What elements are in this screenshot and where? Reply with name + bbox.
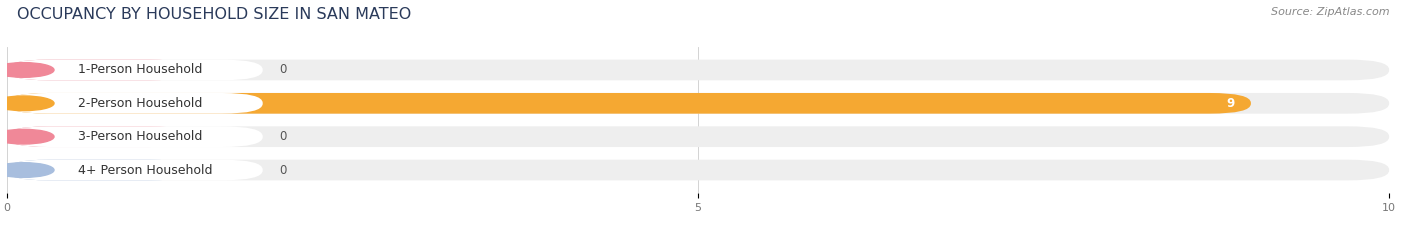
FancyBboxPatch shape [7,160,263,180]
FancyBboxPatch shape [7,160,191,180]
Text: 0: 0 [280,164,287,177]
FancyBboxPatch shape [7,60,191,80]
Text: OCCUPANCY BY HOUSEHOLD SIZE IN SAN MATEO: OCCUPANCY BY HOUSEHOLD SIZE IN SAN MATEO [17,7,411,22]
Text: 2-Person Household: 2-Person Household [77,97,202,110]
FancyBboxPatch shape [7,93,1251,114]
FancyBboxPatch shape [7,126,191,147]
FancyBboxPatch shape [7,160,1389,180]
FancyBboxPatch shape [7,126,263,147]
FancyBboxPatch shape [7,93,1389,114]
Circle shape [0,96,53,111]
Text: 0: 0 [280,63,287,76]
FancyBboxPatch shape [7,60,263,80]
Text: 9: 9 [1226,97,1234,110]
Text: 3-Person Household: 3-Person Household [77,130,202,143]
Circle shape [0,129,53,144]
Text: 4+ Person Household: 4+ Person Household [77,164,212,177]
FancyBboxPatch shape [7,126,1389,147]
Circle shape [0,63,53,77]
Text: Source: ZipAtlas.com: Source: ZipAtlas.com [1271,7,1389,17]
Text: 1-Person Household: 1-Person Household [77,63,202,76]
FancyBboxPatch shape [7,93,263,114]
FancyBboxPatch shape [7,60,1389,80]
Circle shape [0,163,53,177]
Text: 0: 0 [280,130,287,143]
